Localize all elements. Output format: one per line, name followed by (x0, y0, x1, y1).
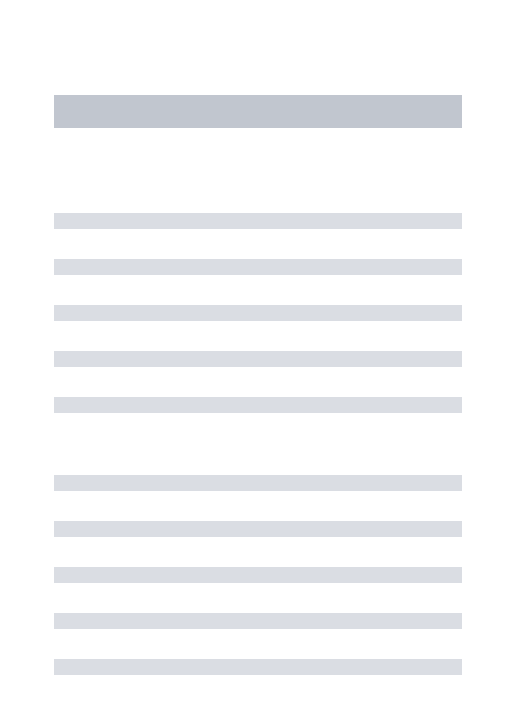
skeleton-block (54, 475, 462, 675)
skeleton-line (54, 567, 462, 583)
skeleton-line (54, 351, 462, 367)
skeleton-line (54, 475, 462, 491)
skeleton-line (54, 659, 462, 675)
skeleton-line (54, 521, 462, 537)
skeleton-block (54, 213, 462, 413)
skeleton-line (54, 259, 462, 275)
skeleton-line (54, 213, 462, 229)
skeleton-line (54, 305, 462, 321)
skeleton-line (54, 397, 462, 413)
skeleton-line (54, 613, 462, 629)
skeleton-container (0, 0, 516, 675)
skeleton-title-bar (54, 95, 462, 128)
